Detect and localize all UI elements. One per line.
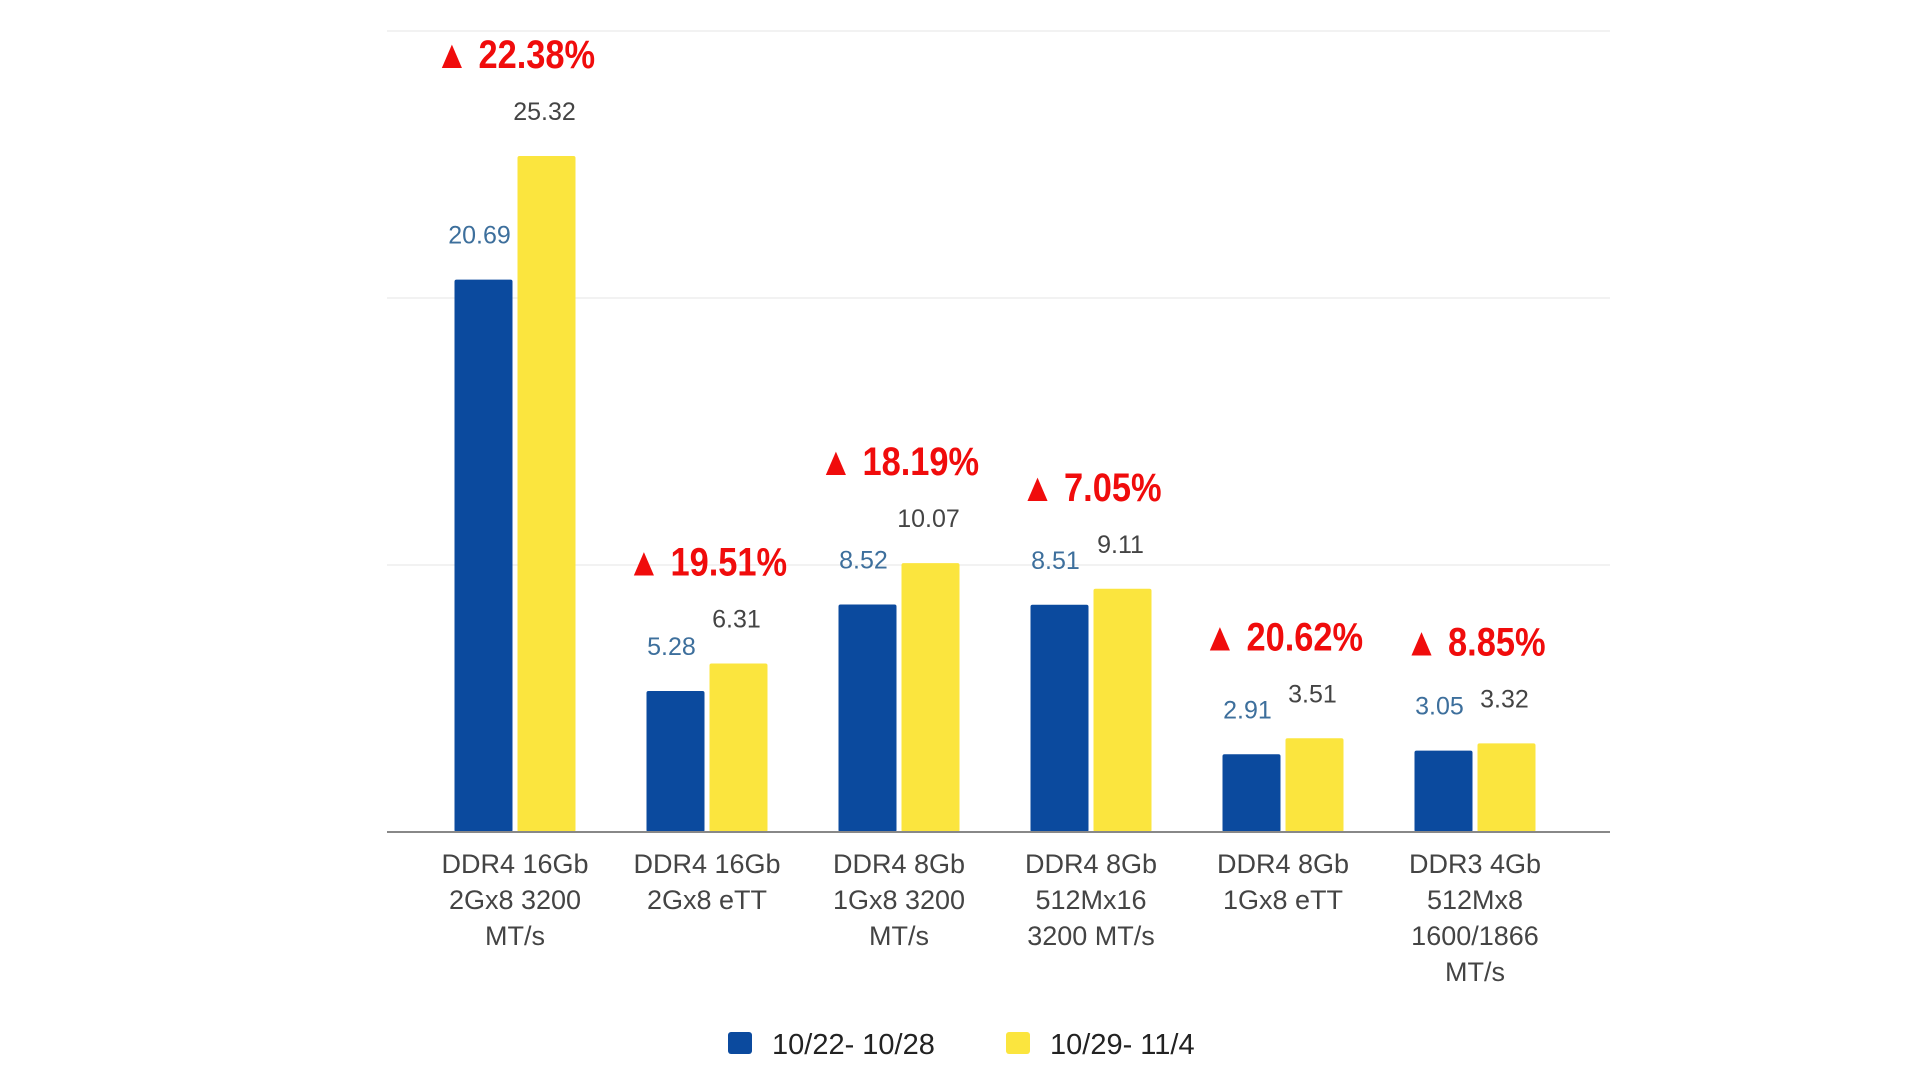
- bar-series-1-2: [646, 691, 705, 832]
- bars: [454, 155, 1536, 832]
- bar-series-2-3: [901, 563, 960, 832]
- bar-series-1-4: [1030, 604, 1089, 832]
- bar-series-2-4: [1093, 588, 1152, 832]
- category-label-3: DDR4 8Gb: [833, 849, 965, 879]
- category-label-4: 512Mx16: [1035, 885, 1146, 915]
- bar-series-2-6: [1477, 743, 1536, 832]
- legend-swatch-series-1: [728, 1032, 752, 1054]
- value-label-series-1-4: 8.51: [1031, 547, 1080, 575]
- legend: 10/22- 10/28 10/29- 11/4: [728, 1029, 1195, 1061]
- value-label-series-2-1: 25.32: [513, 98, 576, 126]
- category-label-1: 2Gx8 3200: [449, 885, 581, 915]
- category-label-1: DDR4 16Gb: [441, 849, 588, 879]
- change-annotation-6: ▲ 8.85%: [1404, 619, 1545, 664]
- change-annotation-2: ▲ 19.51%: [627, 539, 787, 584]
- bar-series-2-5: [1285, 738, 1344, 832]
- value-label-series-2-5: 3.51: [1288, 680, 1337, 708]
- category-label-3: MT/s: [869, 921, 929, 951]
- category-label-3: 1Gx8 3200: [833, 885, 965, 915]
- bar-series-1-3: [838, 604, 897, 832]
- change-annotation-1: ▲ 22.38%: [435, 31, 595, 76]
- category-label-2: DDR4 16Gb: [633, 849, 780, 879]
- bar-series-2-1: [517, 155, 576, 832]
- category-label-5: DDR4 8Gb: [1217, 849, 1349, 879]
- category-label-4: DDR4 8Gb: [1025, 849, 1157, 879]
- category-label-2: 2Gx8 eTT: [647, 885, 767, 915]
- bar-series-1-6: [1414, 750, 1473, 832]
- labels: 20.69 25.32 ▲ 22.38% DDR4 16Gb 2Gx8 3200 MT/s…: [435, 31, 1546, 987]
- value-label-series-2-6: 3.32: [1480, 685, 1529, 713]
- legend-label-series-2: 10/29- 11/4: [1050, 1029, 1195, 1061]
- bar-series-1-5: [1222, 754, 1281, 832]
- category-label-1: MT/s: [485, 921, 545, 951]
- change-annotation-4: ▲ 7.05%: [1020, 464, 1161, 509]
- category-label-6: 512Mx8: [1427, 885, 1523, 915]
- legend-label-series-1: 10/22- 10/28: [772, 1029, 935, 1061]
- value-label-series-2-3: 10.07: [897, 505, 960, 533]
- gridlines: [387, 30, 1610, 566]
- category-label-6: MT/s: [1445, 957, 1505, 987]
- value-label-series-2-2: 6.31: [712, 606, 761, 634]
- value-label-series-1-2: 5.28: [647, 633, 696, 661]
- category-label-4: 3200 MT/s: [1027, 921, 1155, 951]
- category-label-6: DDR3 4Gb: [1409, 849, 1541, 879]
- bar-series-2-2: [709, 663, 768, 832]
- value-label-series-1-6: 3.05: [1415, 693, 1464, 721]
- category-label-5: 1Gx8 eTT: [1223, 885, 1343, 915]
- legend-swatch-series-2: [1006, 1032, 1030, 1054]
- change-annotation-3: ▲ 18.19%: [819, 439, 979, 484]
- value-label-series-1-3: 8.52: [839, 547, 888, 575]
- value-label-series-2-4: 9.11: [1097, 531, 1144, 559]
- value-label-series-1-5: 2.91: [1223, 696, 1272, 724]
- category-label-6: 1600/1866: [1411, 921, 1539, 951]
- bar-series-1-1: [454, 279, 513, 832]
- value-label-series-1-1: 20.69: [448, 222, 511, 250]
- change-annotation-5: ▲ 20.62%: [1203, 614, 1363, 659]
